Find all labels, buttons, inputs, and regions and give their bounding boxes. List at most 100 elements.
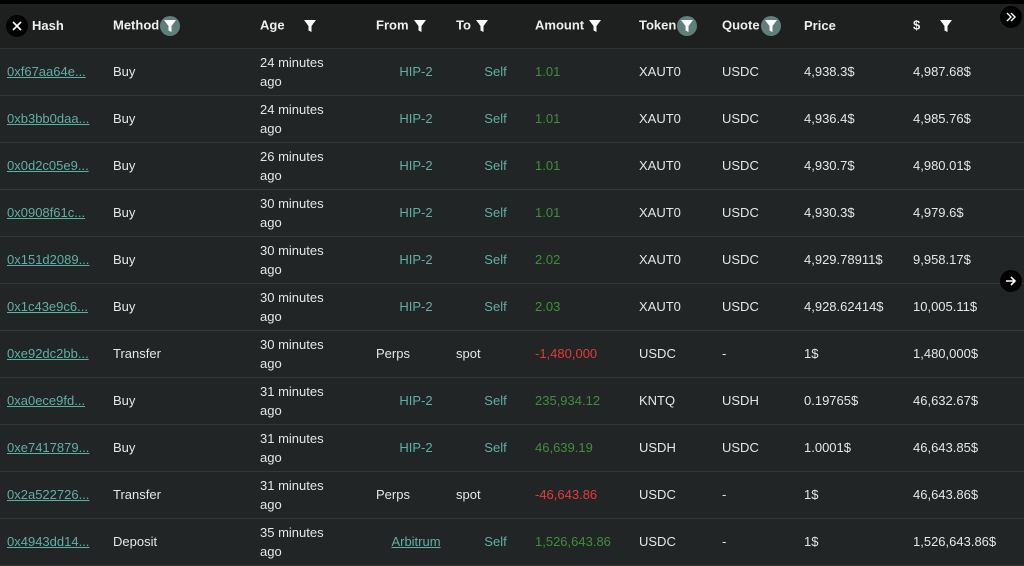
quote: USDC	[722, 236, 804, 284]
filter-icon[interactable]	[472, 16, 492, 36]
usd-value: 4,985.76$	[913, 95, 1024, 143]
table-row: 0x0d2c05e9... Buy 26 minutes ago HIP-2 S…	[0, 142, 1024, 190]
from: HIP-2	[376, 142, 456, 190]
method: Buy	[113, 48, 260, 96]
method: Buy	[113, 424, 260, 472]
age: 24 minutes ago	[260, 48, 376, 96]
amount: 1.01	[535, 189, 639, 237]
filter-icon[interactable]	[936, 16, 956, 36]
token: USDC	[639, 471, 722, 519]
method: Buy	[113, 236, 260, 284]
token: XAUT0	[639, 283, 722, 331]
usd-value: 1,480,000$	[913, 330, 1024, 378]
column-header-6[interactable]: Token	[639, 4, 722, 49]
quote: USDC	[722, 95, 804, 143]
usd-value: 9,958.17$	[913, 236, 1024, 284]
tx-hash-link[interactable]: 0xe7417879...	[7, 440, 90, 455]
column-header-4[interactable]: To	[456, 4, 535, 49]
usd-value: 46,643.85$	[913, 424, 1024, 472]
age: 30 minutes ago	[260, 189, 376, 237]
filter-icon[interactable]	[585, 16, 605, 36]
method: Transfer	[113, 471, 260, 519]
close-icon	[12, 21, 22, 31]
next-button[interactable]	[1000, 270, 1022, 292]
to: spot	[456, 330, 535, 378]
usd-value: 46,643.86$	[913, 471, 1024, 519]
amount: 2.03	[535, 283, 639, 331]
to: spot	[456, 471, 535, 519]
filter-icon[interactable]	[300, 16, 320, 36]
quote: USDC	[722, 424, 804, 472]
from: HIP-2	[376, 283, 456, 331]
quote: -	[722, 471, 804, 519]
from: HIP-2	[376, 189, 456, 237]
method: Buy	[113, 283, 260, 331]
tx-hash-link[interactable]: 0xb3bb0daa...	[7, 111, 90, 126]
tx-hash-link[interactable]: 0x151d2089...	[7, 252, 90, 267]
to: Self	[456, 283, 535, 331]
from: HIP-2	[376, 48, 456, 96]
column-header-8[interactable]: Price	[804, 4, 913, 49]
price: 4,938.3$	[804, 48, 913, 96]
usd-value: 4,987.68$	[913, 48, 1024, 96]
tx-hash-link[interactable]: 0x2a522726...	[7, 487, 90, 502]
from: Perps	[376, 330, 456, 378]
column-header-1[interactable]: Method	[113, 4, 260, 49]
amount: 235,934.12	[535, 377, 639, 425]
column-label: To	[456, 17, 471, 33]
column-header-5[interactable]: Amount	[535, 4, 639, 49]
expand-button[interactable]	[1000, 6, 1022, 28]
usd-value: 4,980.01$	[913, 142, 1024, 190]
filter-icon[interactable]	[677, 15, 698, 36]
table-row: 0x0908f61c... Buy 30 minutes ago HIP-2 S…	[0, 189, 1024, 237]
method: Buy	[113, 142, 260, 190]
column-label: Age	[260, 17, 285, 33]
column-label: Method	[113, 17, 160, 33]
price: 1$	[804, 471, 913, 519]
tx-hash-link[interactable]: 0xe92dc2bb...	[7, 346, 89, 361]
quote: USDC	[722, 48, 804, 96]
quote: USDC	[722, 283, 804, 331]
age: 31 minutes ago	[260, 377, 376, 425]
token: XAUT0	[639, 48, 722, 96]
tx-hash-link[interactable]: 0x1c43e9c6...	[7, 299, 88, 314]
method: Buy	[113, 377, 260, 425]
tx-hash-link[interactable]: 0xf67aa64e...	[7, 64, 86, 79]
price: 4,930.3$	[804, 189, 913, 237]
amount: -46,643.86	[535, 471, 639, 519]
from: Perps	[376, 471, 456, 519]
quote: USDH	[722, 377, 804, 425]
tx-hash-link[interactable]: 0x4943dd14...	[7, 534, 90, 549]
table-row: 0xa0ece9fd... Buy 31 minutes ago HIP-2 S…	[0, 377, 1024, 425]
close-button[interactable]	[6, 15, 28, 37]
age: 31 minutes ago	[260, 424, 376, 472]
column-header-3[interactable]: From	[376, 4, 456, 49]
usd-value: 4,979.6$	[913, 189, 1024, 237]
age: 30 minutes ago	[260, 283, 376, 331]
price: 4,930.7$	[804, 142, 913, 190]
to: Self	[456, 142, 535, 190]
filter-icon[interactable]	[760, 15, 781, 36]
filter-icon[interactable]	[410, 16, 430, 36]
token: KNTQ	[639, 377, 722, 425]
column-header-7[interactable]: Quote	[722, 4, 804, 49]
tx-hash-link[interactable]: 0xa0ece9fd...	[7, 393, 86, 408]
amount: 2.02	[535, 236, 639, 284]
from: HIP-2	[376, 95, 456, 143]
filter-icon[interactable]	[160, 15, 181, 36]
column-label: Price	[804, 18, 836, 34]
tx-hash-link[interactable]: 0x0d2c05e9...	[7, 158, 89, 173]
tx-hash-link[interactable]: 0x0908f61c...	[7, 205, 86, 220]
table-row: 0xe92dc2bb... Transfer 30 minutes ago Pe…	[0, 330, 1024, 378]
to: Self	[456, 424, 535, 472]
price: 1.0001$	[804, 424, 913, 472]
to: Self	[456, 95, 535, 143]
column-header-2[interactable]: Age	[260, 4, 376, 49]
price: 4,929.78911$	[804, 236, 913, 284]
to: Self	[456, 189, 535, 237]
to: Self	[456, 48, 535, 96]
amount: 1.01	[535, 142, 639, 190]
token: USDC	[639, 330, 722, 378]
from: HIP-2	[376, 377, 456, 425]
from: HIP-2	[376, 424, 456, 472]
